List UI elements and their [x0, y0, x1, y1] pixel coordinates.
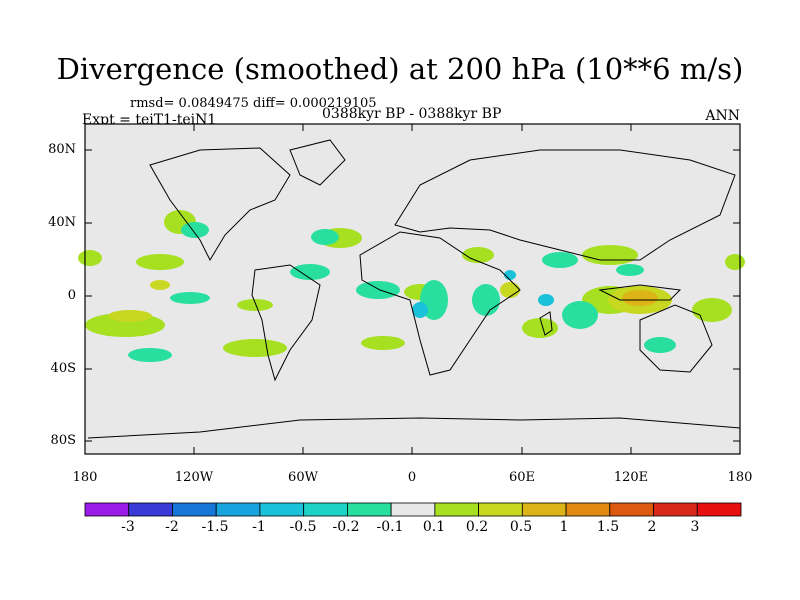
anomaly-blob: [361, 336, 405, 350]
anomaly-blob: [644, 337, 676, 353]
anomaly-blob: [622, 290, 658, 306]
anomaly-blob: [538, 294, 554, 306]
colorbar-swatch: [609, 502, 654, 517]
colorbar-swatch: [172, 502, 217, 517]
colorbar-swatch: [696, 502, 742, 517]
colorbar-swatch: [653, 502, 698, 517]
lat-label-40s: 40S: [50, 361, 76, 376]
colorbar-label: -1.5: [201, 519, 229, 535]
lat-label-0: 0: [67, 288, 76, 303]
lon-ticks: [193, 124, 632, 454]
colorbar-swatch: [434, 502, 480, 517]
colorbar-swatch: [215, 502, 261, 517]
anomaly-blob: [462, 247, 494, 263]
colorbar-swatch: [346, 502, 392, 517]
colorbar-label: 0.2: [465, 519, 489, 535]
anomaly-fields: [78, 210, 745, 362]
plot-title: Divergence (smoothed) at 200 hPa (10**6 …: [56, 52, 744, 86]
anomaly-blob: [504, 270, 516, 280]
africa-outline: [359, 231, 521, 376]
colorbar-swatch: [84, 502, 130, 517]
anomaly-blob: [616, 264, 644, 276]
colorbar-swatch: [259, 502, 305, 517]
anomaly-blob: [311, 229, 339, 245]
season-label: ANN: [705, 108, 740, 124]
colorbar-label: 2: [647, 519, 657, 535]
maritime-continent-outline: [598, 284, 682, 301]
anomaly-blob: [472, 284, 500, 316]
anomaly-blob: [290, 264, 330, 280]
anomaly-blob: [725, 254, 745, 270]
anomaly-blob: [692, 298, 732, 322]
colorbar-swatch: [478, 502, 523, 517]
greenland-outline: [289, 139, 346, 186]
lon-label-60w: 60W: [288, 470, 318, 485]
colorbar-label: 1.5: [596, 519, 620, 535]
north-america-outline: [149, 147, 291, 262]
anomaly-blob: [412, 302, 428, 318]
anomaly-blob: [108, 310, 152, 322]
colorbar-swatch: [565, 502, 611, 517]
antarctica-outline: [87, 417, 741, 439]
lon-label-60e: 60E: [508, 470, 536, 485]
anomaly-blob: [181, 222, 209, 238]
lat-label-40n: 40N: [48, 215, 76, 230]
colorbar-label: 0.1: [422, 519, 446, 535]
anomaly-blob: [356, 281, 400, 299]
anomaly-blob: [128, 348, 172, 362]
colorbar-label: -0.2: [332, 519, 360, 535]
lat-label-80n: 80N: [48, 142, 76, 157]
anomaly-blob: [582, 245, 638, 265]
colorbar-swatch: [303, 502, 348, 517]
colorbar-swatch: [390, 502, 436, 517]
anomaly-blob: [237, 299, 273, 311]
colorbar-label: -1: [252, 519, 266, 535]
lon-label-120e: 120E: [613, 470, 649, 485]
lat-label-80s: 80S: [50, 433, 76, 448]
colorbar-label: -2: [165, 519, 179, 535]
south-america-outline: [251, 264, 321, 382]
lon-label-180w: 180: [72, 470, 98, 485]
stats-text: rmsd= 0.0849475 diff= 0.000219105: [130, 96, 377, 111]
lon-label-0: 0: [407, 470, 417, 485]
madagascar-outline: [539, 311, 553, 336]
colorbar-label: -0.5: [289, 519, 317, 535]
anomaly-blob: [542, 252, 578, 268]
colorbar-label: -0.1: [376, 519, 404, 535]
colorbar-swatch: [128, 502, 173, 517]
lon-label-120w: 120W: [174, 470, 214, 485]
colorbar-swatch: [521, 502, 567, 517]
lat-ticks: [85, 149, 740, 442]
colorbar-label: -3: [121, 519, 135, 535]
colorbar: [84, 502, 742, 517]
anomaly-blob: [500, 282, 520, 298]
anomaly-blob: [562, 301, 598, 329]
anomaly-blob: [522, 318, 558, 338]
eurasia-outline: [394, 149, 736, 261]
period-label: 0388kyr BP - 0388kyr BP: [322, 106, 502, 122]
anomaly-blob: [170, 292, 210, 304]
colorbar-label: 3: [690, 519, 700, 535]
australia-outline: [639, 304, 713, 373]
lon-label-180e: 180: [727, 470, 753, 485]
anomaly-blob: [150, 280, 170, 290]
anomaly-blob: [78, 250, 102, 266]
colorbar-label: 1: [559, 519, 569, 535]
colorbar-label: 0.5: [509, 519, 533, 535]
anomaly-blob: [223, 339, 287, 357]
anomaly-blob: [136, 254, 184, 270]
coastlines: [87, 139, 741, 439]
